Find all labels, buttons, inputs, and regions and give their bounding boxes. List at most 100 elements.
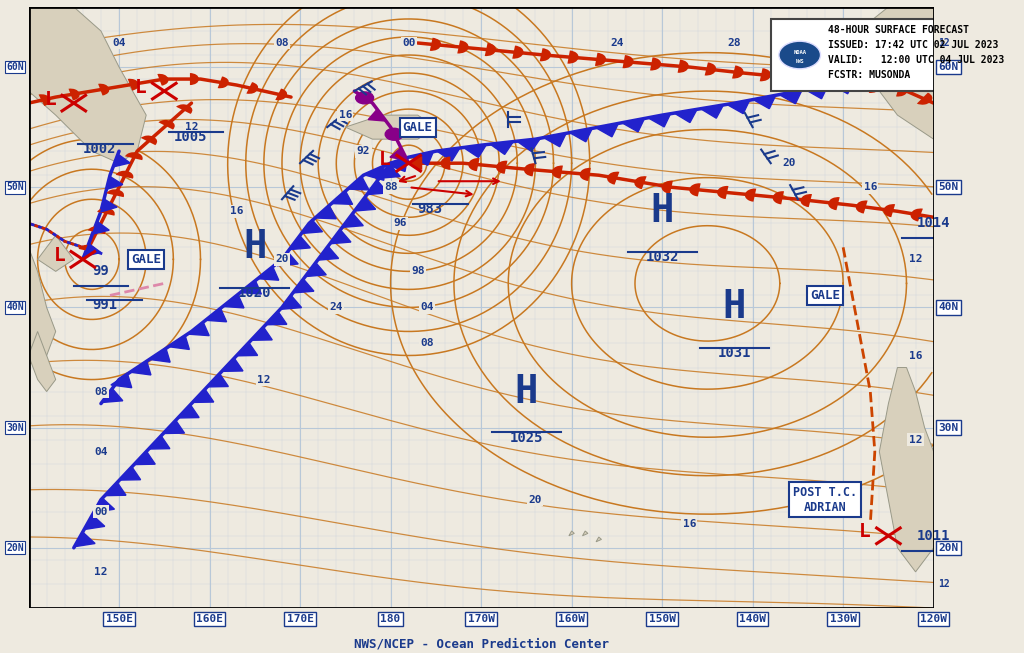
Polygon shape: [387, 157, 408, 172]
Wedge shape: [868, 80, 881, 93]
Text: POST T.C.
ADRIAN: POST T.C. ADRIAN: [793, 486, 857, 514]
FancyBboxPatch shape: [771, 19, 1024, 91]
Polygon shape: [178, 405, 199, 418]
Text: ISSUED: 17:42 UTC 02 JUL 2023: ISSUED: 17:42 UTC 02 JUL 2023: [827, 40, 998, 50]
Wedge shape: [524, 163, 536, 176]
Polygon shape: [251, 327, 272, 340]
Text: 40N: 40N: [938, 302, 958, 312]
Text: 24: 24: [863, 38, 877, 48]
Wedge shape: [662, 181, 673, 194]
Polygon shape: [332, 191, 352, 204]
Polygon shape: [258, 266, 279, 280]
Text: 08: 08: [94, 387, 108, 396]
Wedge shape: [552, 165, 563, 179]
Text: NWS: NWS: [796, 59, 804, 63]
Polygon shape: [29, 7, 146, 163]
Text: 04: 04: [94, 447, 108, 456]
Polygon shape: [753, 95, 776, 108]
Polygon shape: [596, 537, 601, 542]
Wedge shape: [430, 38, 441, 51]
Text: 20N: 20N: [938, 543, 958, 553]
Wedge shape: [218, 76, 229, 88]
Text: 20: 20: [782, 158, 796, 168]
Text: 60N: 60N: [6, 62, 24, 72]
Wedge shape: [458, 40, 469, 54]
Text: 16: 16: [683, 518, 696, 529]
Text: FCSTR: MUSONDA: FCSTR: MUSONDA: [827, 70, 910, 80]
Polygon shape: [490, 142, 513, 155]
Polygon shape: [113, 154, 130, 167]
Wedge shape: [828, 197, 840, 210]
Wedge shape: [910, 208, 923, 221]
Text: H: H: [515, 373, 538, 411]
Polygon shape: [880, 368, 934, 572]
Wedge shape: [141, 136, 157, 145]
Text: 40N: 40N: [6, 302, 24, 312]
Wedge shape: [896, 84, 908, 97]
Text: 1025: 1025: [510, 430, 543, 445]
Wedge shape: [176, 104, 193, 114]
Wedge shape: [634, 176, 646, 189]
Polygon shape: [305, 263, 327, 277]
Polygon shape: [583, 531, 588, 536]
Wedge shape: [744, 189, 757, 202]
Text: 1011: 1011: [916, 529, 950, 543]
Text: 12: 12: [94, 567, 108, 577]
Wedge shape: [484, 43, 496, 56]
Text: 16: 16: [909, 351, 923, 360]
Wedge shape: [689, 183, 700, 197]
Polygon shape: [29, 247, 55, 355]
Text: 12: 12: [909, 255, 923, 264]
Wedge shape: [787, 71, 799, 84]
Wedge shape: [97, 208, 115, 215]
Text: 60N: 60N: [938, 62, 958, 72]
Polygon shape: [293, 279, 314, 293]
Wedge shape: [158, 74, 169, 86]
Text: 20: 20: [275, 255, 289, 264]
Polygon shape: [104, 483, 126, 496]
Polygon shape: [188, 322, 209, 336]
Text: 1014: 1014: [916, 216, 950, 231]
Polygon shape: [281, 295, 302, 310]
Polygon shape: [622, 118, 644, 132]
Wedge shape: [595, 53, 606, 66]
Text: NWS/NCEP - Ocean Prediction Center: NWS/NCEP - Ocean Prediction Center: [353, 638, 608, 651]
Polygon shape: [648, 114, 671, 127]
Text: 24: 24: [330, 302, 343, 312]
Wedge shape: [468, 158, 479, 171]
Polygon shape: [674, 109, 697, 123]
Polygon shape: [92, 221, 110, 234]
Wedge shape: [678, 59, 689, 72]
Text: 150W: 150W: [648, 614, 676, 624]
Text: L: L: [44, 89, 56, 108]
Text: L: L: [859, 522, 870, 541]
Wedge shape: [842, 76, 853, 89]
Text: 08: 08: [275, 38, 289, 48]
Polygon shape: [411, 151, 433, 165]
Wedge shape: [732, 65, 743, 78]
Wedge shape: [116, 170, 133, 179]
Text: 20: 20: [528, 495, 542, 505]
Polygon shape: [345, 115, 436, 139]
Text: 98: 98: [411, 266, 425, 276]
Wedge shape: [125, 152, 142, 160]
Circle shape: [355, 92, 374, 104]
Wedge shape: [801, 194, 812, 207]
Polygon shape: [301, 219, 323, 234]
Wedge shape: [440, 157, 451, 170]
Polygon shape: [464, 144, 486, 157]
Text: 08: 08: [420, 338, 433, 349]
Polygon shape: [193, 389, 214, 402]
Polygon shape: [779, 90, 802, 104]
Text: 50N: 50N: [6, 182, 24, 192]
Text: H: H: [243, 229, 266, 266]
Polygon shape: [365, 166, 384, 180]
Text: 12: 12: [909, 435, 923, 445]
Wedge shape: [512, 46, 523, 59]
Polygon shape: [222, 358, 243, 372]
Text: 1032: 1032: [645, 250, 679, 264]
Wedge shape: [98, 84, 110, 95]
Wedge shape: [106, 189, 124, 197]
Polygon shape: [94, 498, 115, 513]
Text: 20N: 20N: [6, 543, 24, 553]
